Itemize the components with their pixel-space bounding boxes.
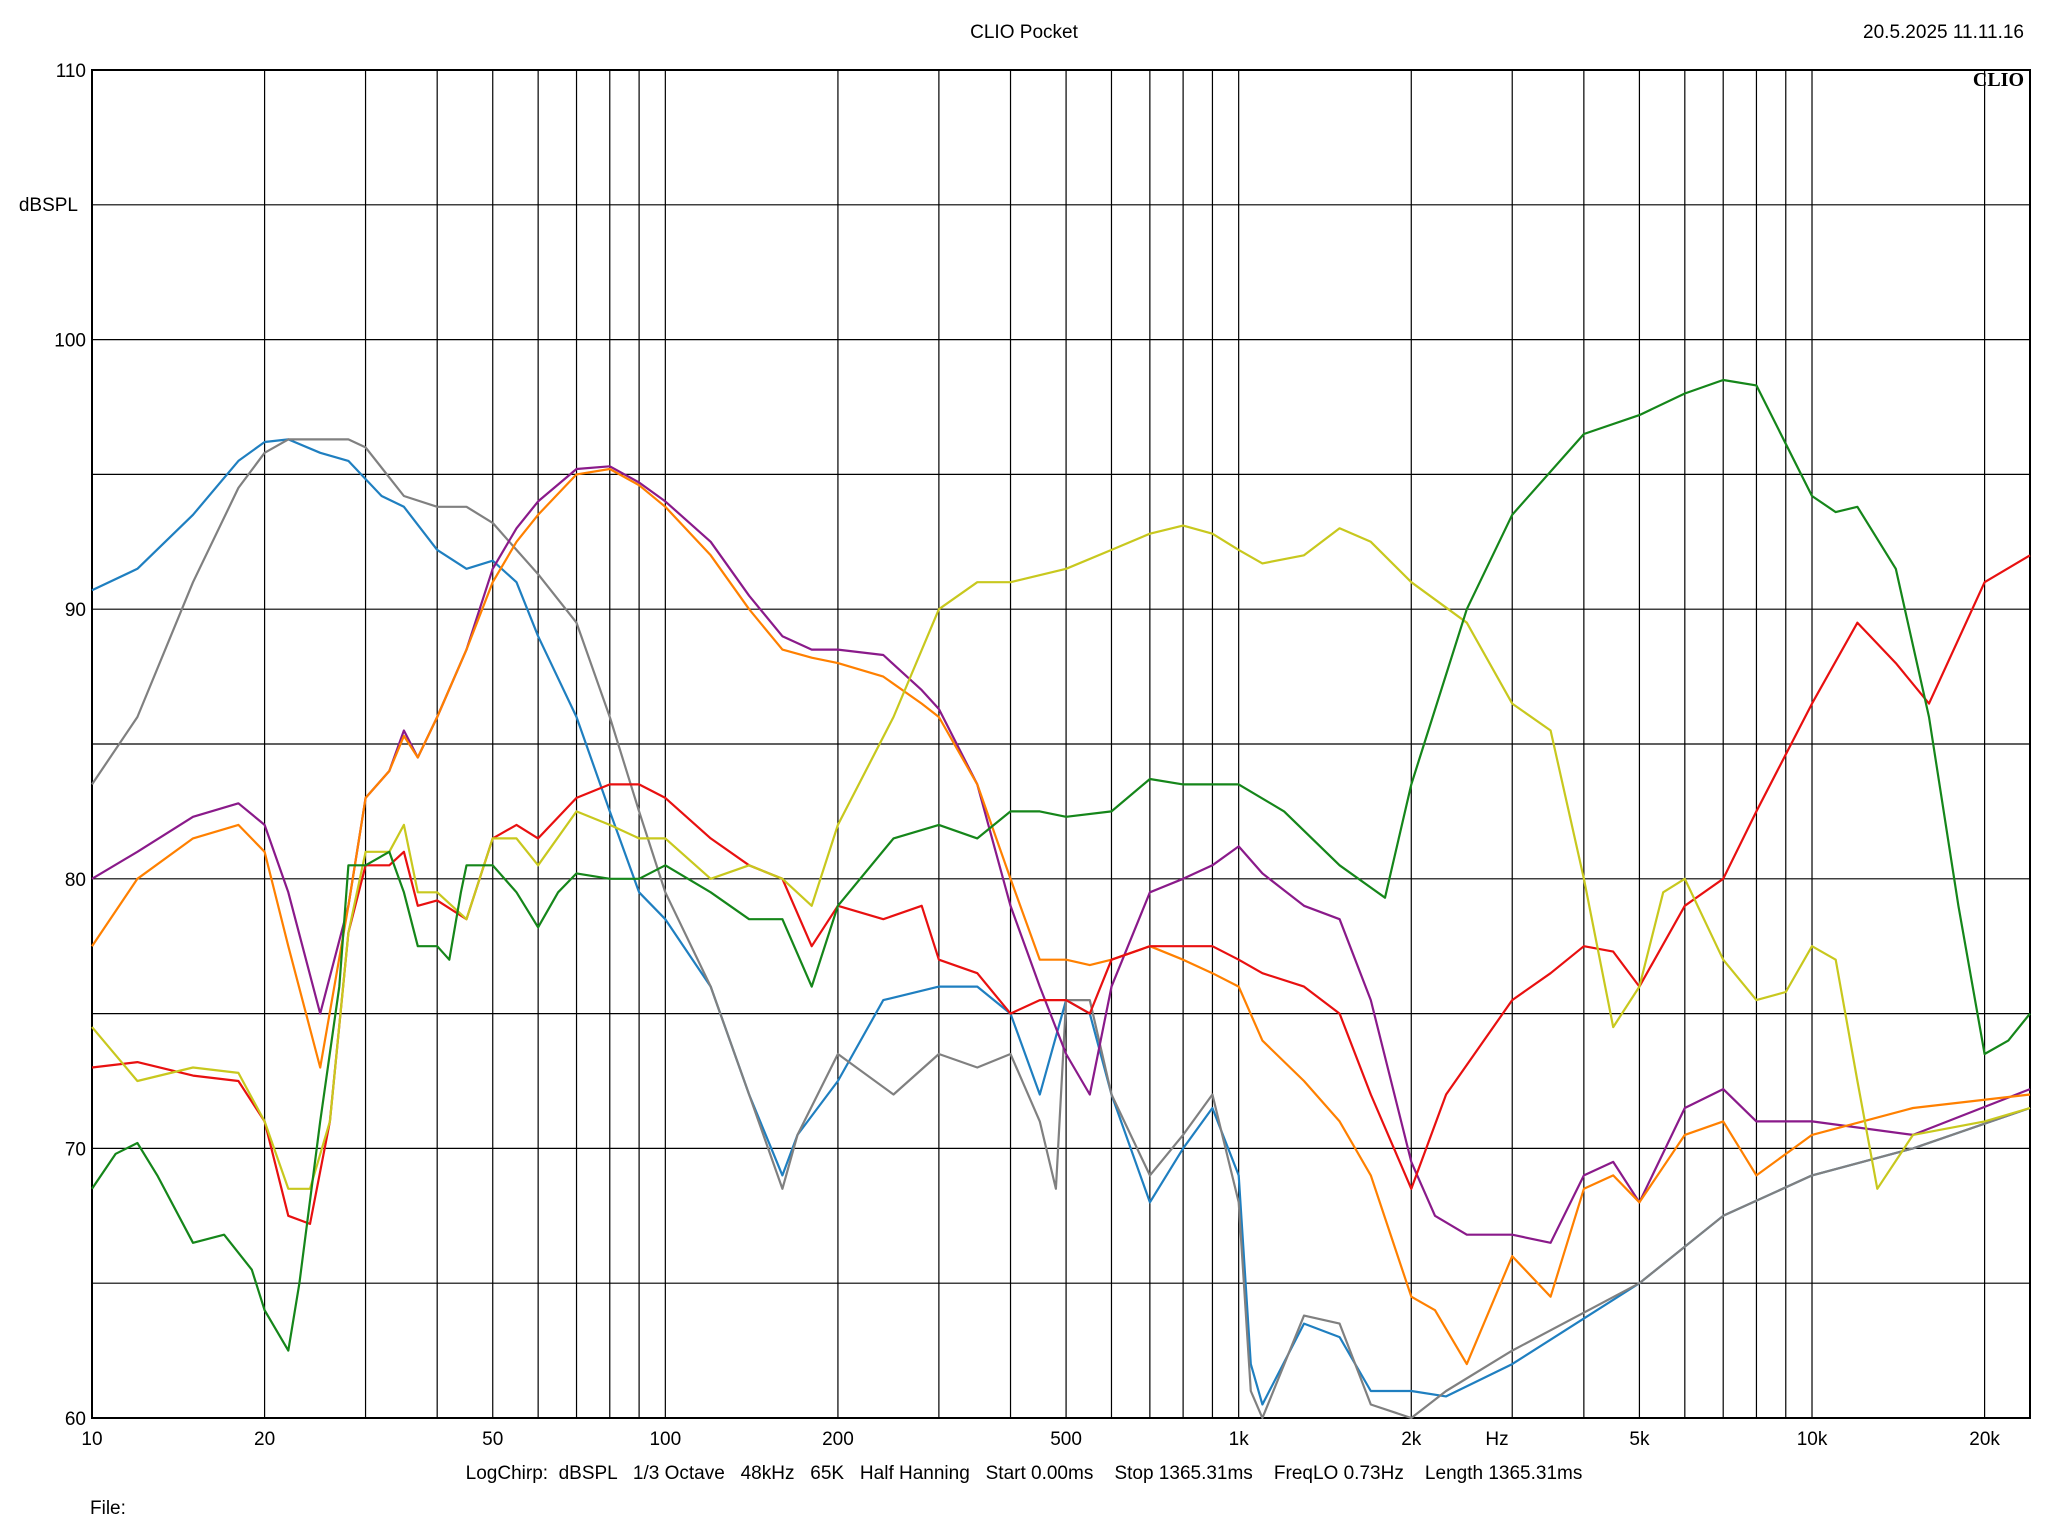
measurement-datetime: 20.5.2025 11.11.16 (1863, 22, 2024, 43)
y-tick-label: 70 (65, 1139, 86, 1160)
series-line-4 (91, 467, 2031, 1366)
series-line-7 (91, 378, 2031, 1352)
x-tick-label: 50 (482, 1429, 503, 1450)
x-tick-label: 10k (1797, 1429, 1828, 1450)
x-tick-label: 20 (254, 1429, 275, 1450)
plot-grid (92, 70, 2030, 1418)
plot-frame (91, 69, 2031, 1419)
x-tick-label: 10 (81, 1429, 102, 1450)
x-tick-label: 200 (822, 1429, 854, 1450)
x-tick-label: 500 (1050, 1429, 1082, 1450)
x-tick-label: 2k (1401, 1429, 1422, 1450)
x-tick-label: 5k (1629, 1429, 1650, 1450)
y-tick-label: 100 (54, 331, 86, 352)
y-tick-label: 90 (65, 600, 86, 621)
y-tick-label: 80 (65, 870, 86, 891)
x-tick-label: 1k (1229, 1429, 1250, 1450)
y-tick-label: 60 (65, 1409, 86, 1430)
series-line-1 (91, 438, 2031, 1406)
series-line-5 (91, 554, 2031, 1225)
x-tick-label: 20k (1969, 1429, 2000, 1450)
y-axis-label: dBSPL (19, 195, 78, 216)
y-tick-label: 110 (56, 61, 86, 82)
series-line-2 (91, 438, 2031, 1420)
chart-title: CLIO Pocket (970, 22, 1078, 43)
plot-curves (91, 378, 2031, 1420)
x-tick-label: 100 (649, 1429, 681, 1450)
x-axis-label: Hz (1485, 1429, 1508, 1450)
series-line-6 (91, 524, 2031, 1190)
file-label: File: (90, 1498, 126, 1519)
axis-ticks: 10 20 50 100 200 500 1k 2k 5k 10k 20k 60 70 80 90 100 11… (54, 61, 2000, 1450)
measurement-parameters: LogChirp: dBSPL 1/3 Octave 48kHz 65K Hal… (465, 1463, 1583, 1484)
clio-logo: CLIO (1973, 69, 2024, 91)
